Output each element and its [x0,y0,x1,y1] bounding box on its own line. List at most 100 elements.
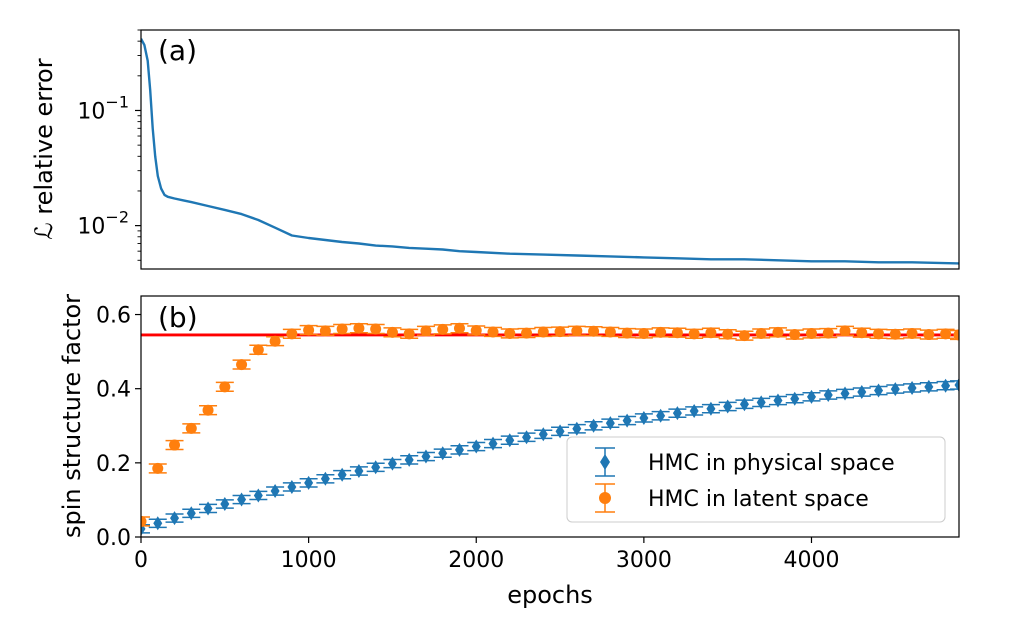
diamond-marker [890,382,900,397]
point-physical [886,382,905,397]
circle-marker [169,439,181,451]
point-physical [182,506,201,521]
circle-marker [420,325,432,337]
circle-marker [588,325,600,337]
legend-label-physical: HMC in physical space [648,451,895,476]
point-physical [634,410,653,425]
diamond-marker [823,387,833,402]
x-tick-label: 0 [134,548,148,573]
diamond-marker [488,436,498,451]
circle-marker [370,323,382,335]
diamond-marker [555,424,565,439]
point-latent [182,422,201,434]
circle-marker [705,327,717,339]
circle-marker [504,327,516,339]
point-latent [551,326,570,338]
point-physical [500,433,519,448]
y-tick-base: 10 [77,215,105,240]
circle-marker [453,322,465,334]
diamond-marker [806,389,816,404]
y-tick-label-a: 10−2 [77,208,129,240]
point-physical [768,393,787,408]
point-latent [685,328,704,340]
panel-b-xlabel: epochs [507,581,593,609]
legend-label-latent: HMC in latent space [648,487,869,512]
point-physical [852,385,871,400]
point-latent [433,323,452,335]
diamond-marker [505,433,515,448]
point-latent [852,327,871,339]
y-tick-exp: −1 [105,92,129,111]
point-physical [416,449,435,464]
point-latent [618,327,637,339]
circle-marker [554,326,566,338]
point-physical [685,403,704,418]
point-latent [141,515,150,527]
x-tick-label: 2000 [448,548,504,573]
circle-marker [353,322,365,334]
point-latent [950,329,959,341]
circle-marker [537,326,549,338]
diamond-marker [572,421,582,436]
circle-marker [839,325,851,337]
diamond-marker [538,427,548,442]
point-latent [467,324,486,336]
point-latent [735,330,754,342]
circle-marker [185,422,197,434]
point-latent [266,335,285,347]
point-latent [836,325,855,337]
diamond-marker [170,511,180,526]
circle-marker [386,326,398,338]
point-physical [316,471,335,486]
diamond-marker [253,488,263,503]
point-physical [266,484,285,499]
panel-b-frame [140,295,960,538]
point-physical [950,377,959,392]
point-physical [836,386,855,401]
panel-a-ylabel: ℒ relative error [30,58,58,239]
point-latent [601,326,620,338]
point-physical [165,511,184,526]
diamond-marker [790,391,800,406]
diamond-marker [840,386,850,401]
legend-diamond [600,454,610,470]
circle-marker [940,328,952,340]
point-physical [534,427,553,442]
circle-marker [521,327,533,339]
circle-marker [437,323,449,335]
point-latent [567,325,586,337]
panel-b-axis: 0.0 0.2 0.4 0.6 0 1000 2000 3000 4000 [96,304,839,573]
legend-box [566,436,946,523]
y-tick-base: 10 [77,99,105,124]
point-physical [735,397,754,412]
point-latent [215,381,234,393]
point-physical [819,387,838,402]
diamond-marker [689,403,699,418]
point-physical [333,467,352,482]
point-physical [517,430,536,445]
diamond-marker [320,471,330,486]
diamond-marker [153,516,163,531]
diamond-marker [421,449,431,464]
point-physical [433,446,452,461]
series-line-relative-error [141,38,959,265]
panel-b-label: (b) [158,301,198,334]
point-latent [584,325,603,337]
diamond-marker [471,439,481,454]
circle-marker [889,328,901,340]
y-tick-exp: −2 [105,208,129,227]
point-latent [500,327,519,339]
diamond-marker [522,430,532,445]
circle-marker [219,381,231,393]
diamond-marker [857,385,867,400]
circle-marker [638,327,650,339]
point-latent [668,327,687,339]
circle-marker [487,326,499,338]
panel-a-data [141,38,959,265]
point-latent [701,327,720,339]
point-latent [282,328,301,340]
point-latent [819,327,838,339]
diamond-marker [237,492,247,507]
point-physical [785,391,804,406]
point-latent [299,324,318,336]
